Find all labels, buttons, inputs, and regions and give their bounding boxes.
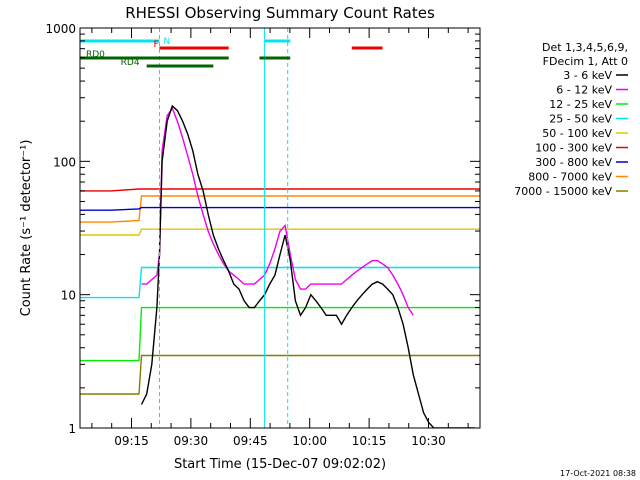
x-tick-label-4: 10:15 [352,434,387,448]
x-tick-label-0: 09:15 [114,434,149,448]
x-tick-label-1: 09:30 [174,434,209,448]
series-line-5 [80,188,480,192]
legend-entry-1: 6 - 12 keV [556,84,612,97]
flag-label-3: RD4 [121,58,140,68]
y-tick-label-2: 100 [53,155,76,169]
legend-entry-8: 7000 - 15000 keV [514,185,612,198]
flag-label-2: RD0 [86,50,105,60]
axes-layer: 1 10 100 1000 09:15 09:30 09:45 10:00 10:15 10:30 [45,22,481,448]
series-line-4 [80,228,480,236]
flag-label-1: F [153,40,158,50]
flag-layer: NF RD0 RD4 [80,37,383,68]
y-axis-label: Count Rate (s⁻¹ detector⁻¹) [19,140,34,317]
legend-header-0: Det 1,3,4,5,6,9, [542,41,628,54]
series-line-6 [80,206,480,211]
legend: Det 1,3,4,5,6,9,FDecim 1, Att 03 - 6 keV… [514,41,628,198]
series-line-1 [141,106,414,316]
legend-entry-5: 100 - 300 keV [535,142,612,155]
legend-header-1: FDecim 1, Att 0 [543,55,628,68]
legend-entry-3: 25 - 50 keV [549,113,612,126]
y-tick-label-1: 10 [61,289,76,303]
timestamp: 17-Oct-2021 08:38 [560,469,636,478]
series-line-3 [80,266,480,299]
flag-label-0: N [163,37,170,47]
x-tick-label-2: 09:45 [233,434,268,448]
series-line-7 [80,195,480,223]
y-tick-label-0: 1 [68,422,76,436]
x-axis-label: Start Time (15-Dec-07 09:02:02) [174,457,386,472]
legend-entry-0: 3 - 6 keV [563,69,612,82]
series-line-2 [80,306,480,362]
legend-entry-4: 50 - 100 keV [542,127,612,140]
plot-frame [79,27,481,429]
series-line-0 [140,104,475,428]
legend-entry-7: 800 - 7000 keV [528,171,612,184]
chart-title: RHESSI Observing Summary Count Rates [125,4,435,22]
x-tick-label-5: 10:30 [411,434,446,448]
y-tick-label-3: 1000 [45,22,76,36]
legend-entry-6: 300 - 800 keV [535,156,612,169]
legend-entry-2: 12 - 25 keV [549,98,612,111]
x-tick-label-3: 10:00 [292,434,327,448]
series-line-8 [80,354,480,395]
series-layer [80,104,480,428]
